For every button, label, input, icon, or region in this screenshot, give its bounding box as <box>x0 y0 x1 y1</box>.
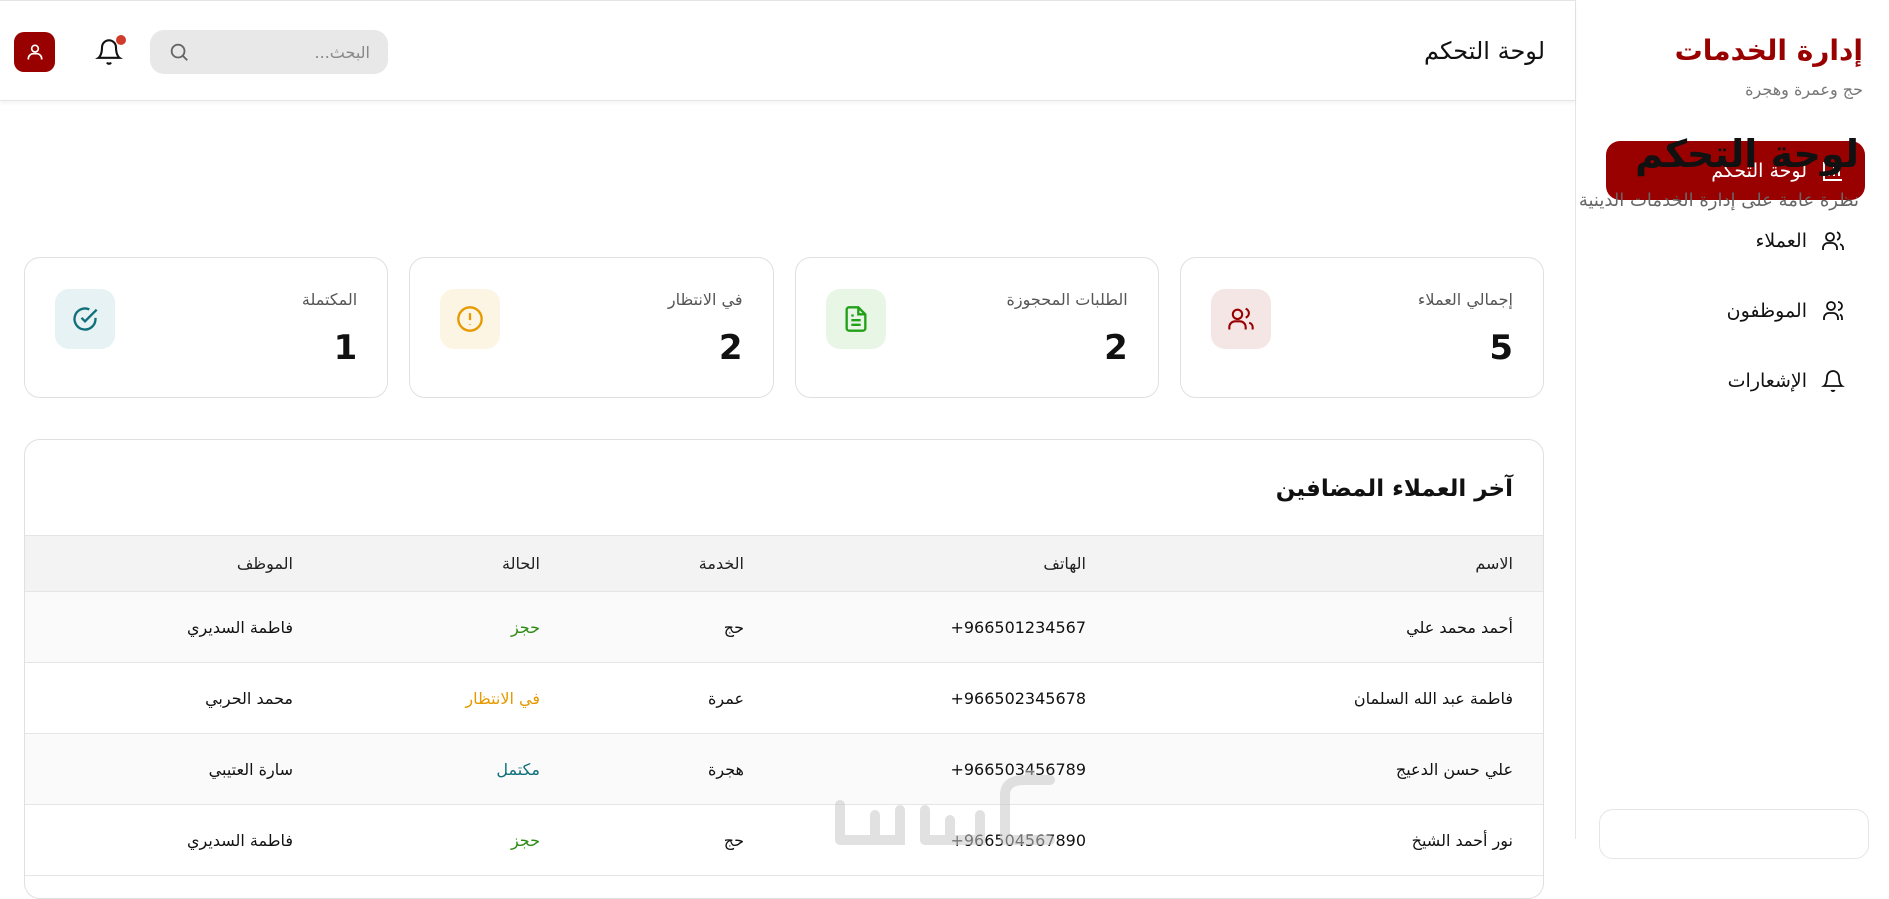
search-placeholder: البحث... <box>314 42 370 62</box>
page-title: لوحة التحكم <box>1635 132 1859 176</box>
cell-name: فاطمة عبد الله السلمان <box>1116 662 1543 734</box>
sidebar-item-label: العملاء <box>1755 229 1808 252</box>
cell-employee: سارة العتيبي <box>25 733 323 805</box>
cell-status: حجز <box>323 591 570 663</box>
user-group-icon <box>1823 300 1843 320</box>
table-row[interactable]: أحمد محمد علي +966501234567 حج حجز فاطمة الس… <box>25 591 1543 663</box>
table-row[interactable]: نور أحمد الشيخ +966504567890 حج حجز فاطمة ال… <box>25 804 1543 876</box>
search-icon <box>170 43 188 61</box>
user-avatar-button[interactable] <box>14 32 55 72</box>
header-title: لوحة التحكم <box>1424 37 1545 65</box>
cell-status: في الانتظار <box>323 662 570 734</box>
search-input[interactable]: البحث... <box>150 30 388 74</box>
recent-clients-table: الاسم الهاتف الخدمة الحالة الموظف أحمد م… <box>25 535 1543 876</box>
stat-card-total-clients: إجمالي العملاء 5 <box>1179 257 1544 398</box>
sidebar-item-label: لوحة التحكم <box>1711 159 1807 182</box>
sidebar-item-notifications[interactable]: الإشعارات <box>1606 351 1865 410</box>
cell-employee: فاطمة السديري <box>25 591 323 663</box>
bar-chart-icon <box>1823 161 1842 181</box>
stat-value: 2 <box>1104 328 1128 368</box>
column-header-status: الحالة <box>323 535 570 592</box>
recent-clients-title: آخر العملاء المضافين <box>1275 476 1513 502</box>
page-subtitle: نظرة عامة على إدارة الخدمات الدينية <box>1578 190 1859 211</box>
stat-value: 2 <box>718 328 743 368</box>
stat-label: المكتملة <box>301 290 358 309</box>
stat-label: الطلبات المحجوزة <box>1006 290 1128 309</box>
table-header-row: الاسم الهاتف الخدمة الحالة الموظف <box>25 535 1543 592</box>
cell-phone: +966501234567 <box>774 591 1116 663</box>
stat-card-booked: الطلبات المحجوزة 2 <box>794 257 1159 398</box>
stat-card-completed: المكتملة 1 <box>24 257 389 398</box>
column-header-service: الخدمة <box>570 535 774 592</box>
column-header-name: الاسم <box>1116 535 1543 592</box>
bell-icon <box>95 39 123 65</box>
top-header: لوحة التحكم البحث... <box>0 0 1575 101</box>
stat-label: في الانتظار <box>667 290 743 309</box>
cell-phone: +966503456789 <box>774 733 1116 805</box>
stat-label: إجمالي العملاء <box>1417 290 1513 309</box>
cell-service: هجرة <box>570 733 774 805</box>
brand-subtitle: حج وعمرة وهجرة <box>1745 80 1863 99</box>
stat-value: 5 <box>1489 328 1513 368</box>
cell-employee: محمد الحربي <box>25 662 323 734</box>
alert-circle-icon <box>440 289 501 349</box>
sidebar-item-dashboard[interactable]: لوحة التحكم <box>1606 141 1865 200</box>
sidebar-item-label: الإشعارات <box>1727 369 1807 392</box>
column-header-phone: الهاتف <box>774 535 1116 592</box>
cell-name: علي حسن الدعيج <box>1116 733 1543 805</box>
check-circle-icon <box>55 289 115 349</box>
table-row[interactable]: علي حسن الدعيج +966503456789 هجرة مكتمل سارة… <box>25 733 1543 805</box>
cell-service: عمرة <box>570 662 774 734</box>
sidebar-item-employees[interactable]: الموظفون <box>1606 281 1865 340</box>
cell-name: نور أحمد الشيخ <box>1116 804 1543 876</box>
cell-service: حج <box>570 591 774 663</box>
document-icon <box>825 289 886 349</box>
recent-clients-card: آخر العملاء المضافين الاسم الهاتف الخدمة… <box>24 439 1544 899</box>
sidebar: إدارة الخدمات حج وعمرة وهجرة لوحة التحكم… <box>1575 0 1889 859</box>
sidebar-nav: لوحة التحكم العملاء الموظفون الإشعارات <box>1606 141 1865 421</box>
cell-employee: فاطمة السديري <box>25 804 323 876</box>
cell-status: مكتمل <box>323 733 570 805</box>
table-row[interactable]: فاطمة عبد الله السلمان +966502345678 عمرة ف… <box>25 662 1543 734</box>
cell-service: حج <box>570 804 774 876</box>
notifications-button[interactable] <box>95 35 126 67</box>
stats-cards: إجمالي العملاء 5 الطلبات المحجوزة 2 في ا… <box>24 257 1544 398</box>
notification-badge <box>116 35 126 45</box>
brand-title: إدارة الخدمات <box>1674 34 1863 67</box>
column-header-employee: الموظف <box>25 535 323 592</box>
users-icon <box>1822 230 1844 250</box>
stat-card-pending: في الانتظار 2 <box>409 257 774 398</box>
cell-phone: +966504567890 <box>774 804 1116 876</box>
users-icon <box>1210 289 1271 349</box>
cell-name: أحمد محمد علي <box>1116 591 1543 663</box>
cell-status: حجز <box>323 804 570 876</box>
stat-value: 1 <box>333 328 358 368</box>
sidebar-item-clients[interactable]: العملاء <box>1606 211 1865 270</box>
cell-phone: +966502345678 <box>774 662 1116 734</box>
sidebar-footer <box>1599 809 1869 859</box>
user-icon <box>27 44 42 60</box>
sidebar-item-label: الموظفون <box>1726 299 1807 322</box>
bell-icon <box>1821 369 1845 392</box>
